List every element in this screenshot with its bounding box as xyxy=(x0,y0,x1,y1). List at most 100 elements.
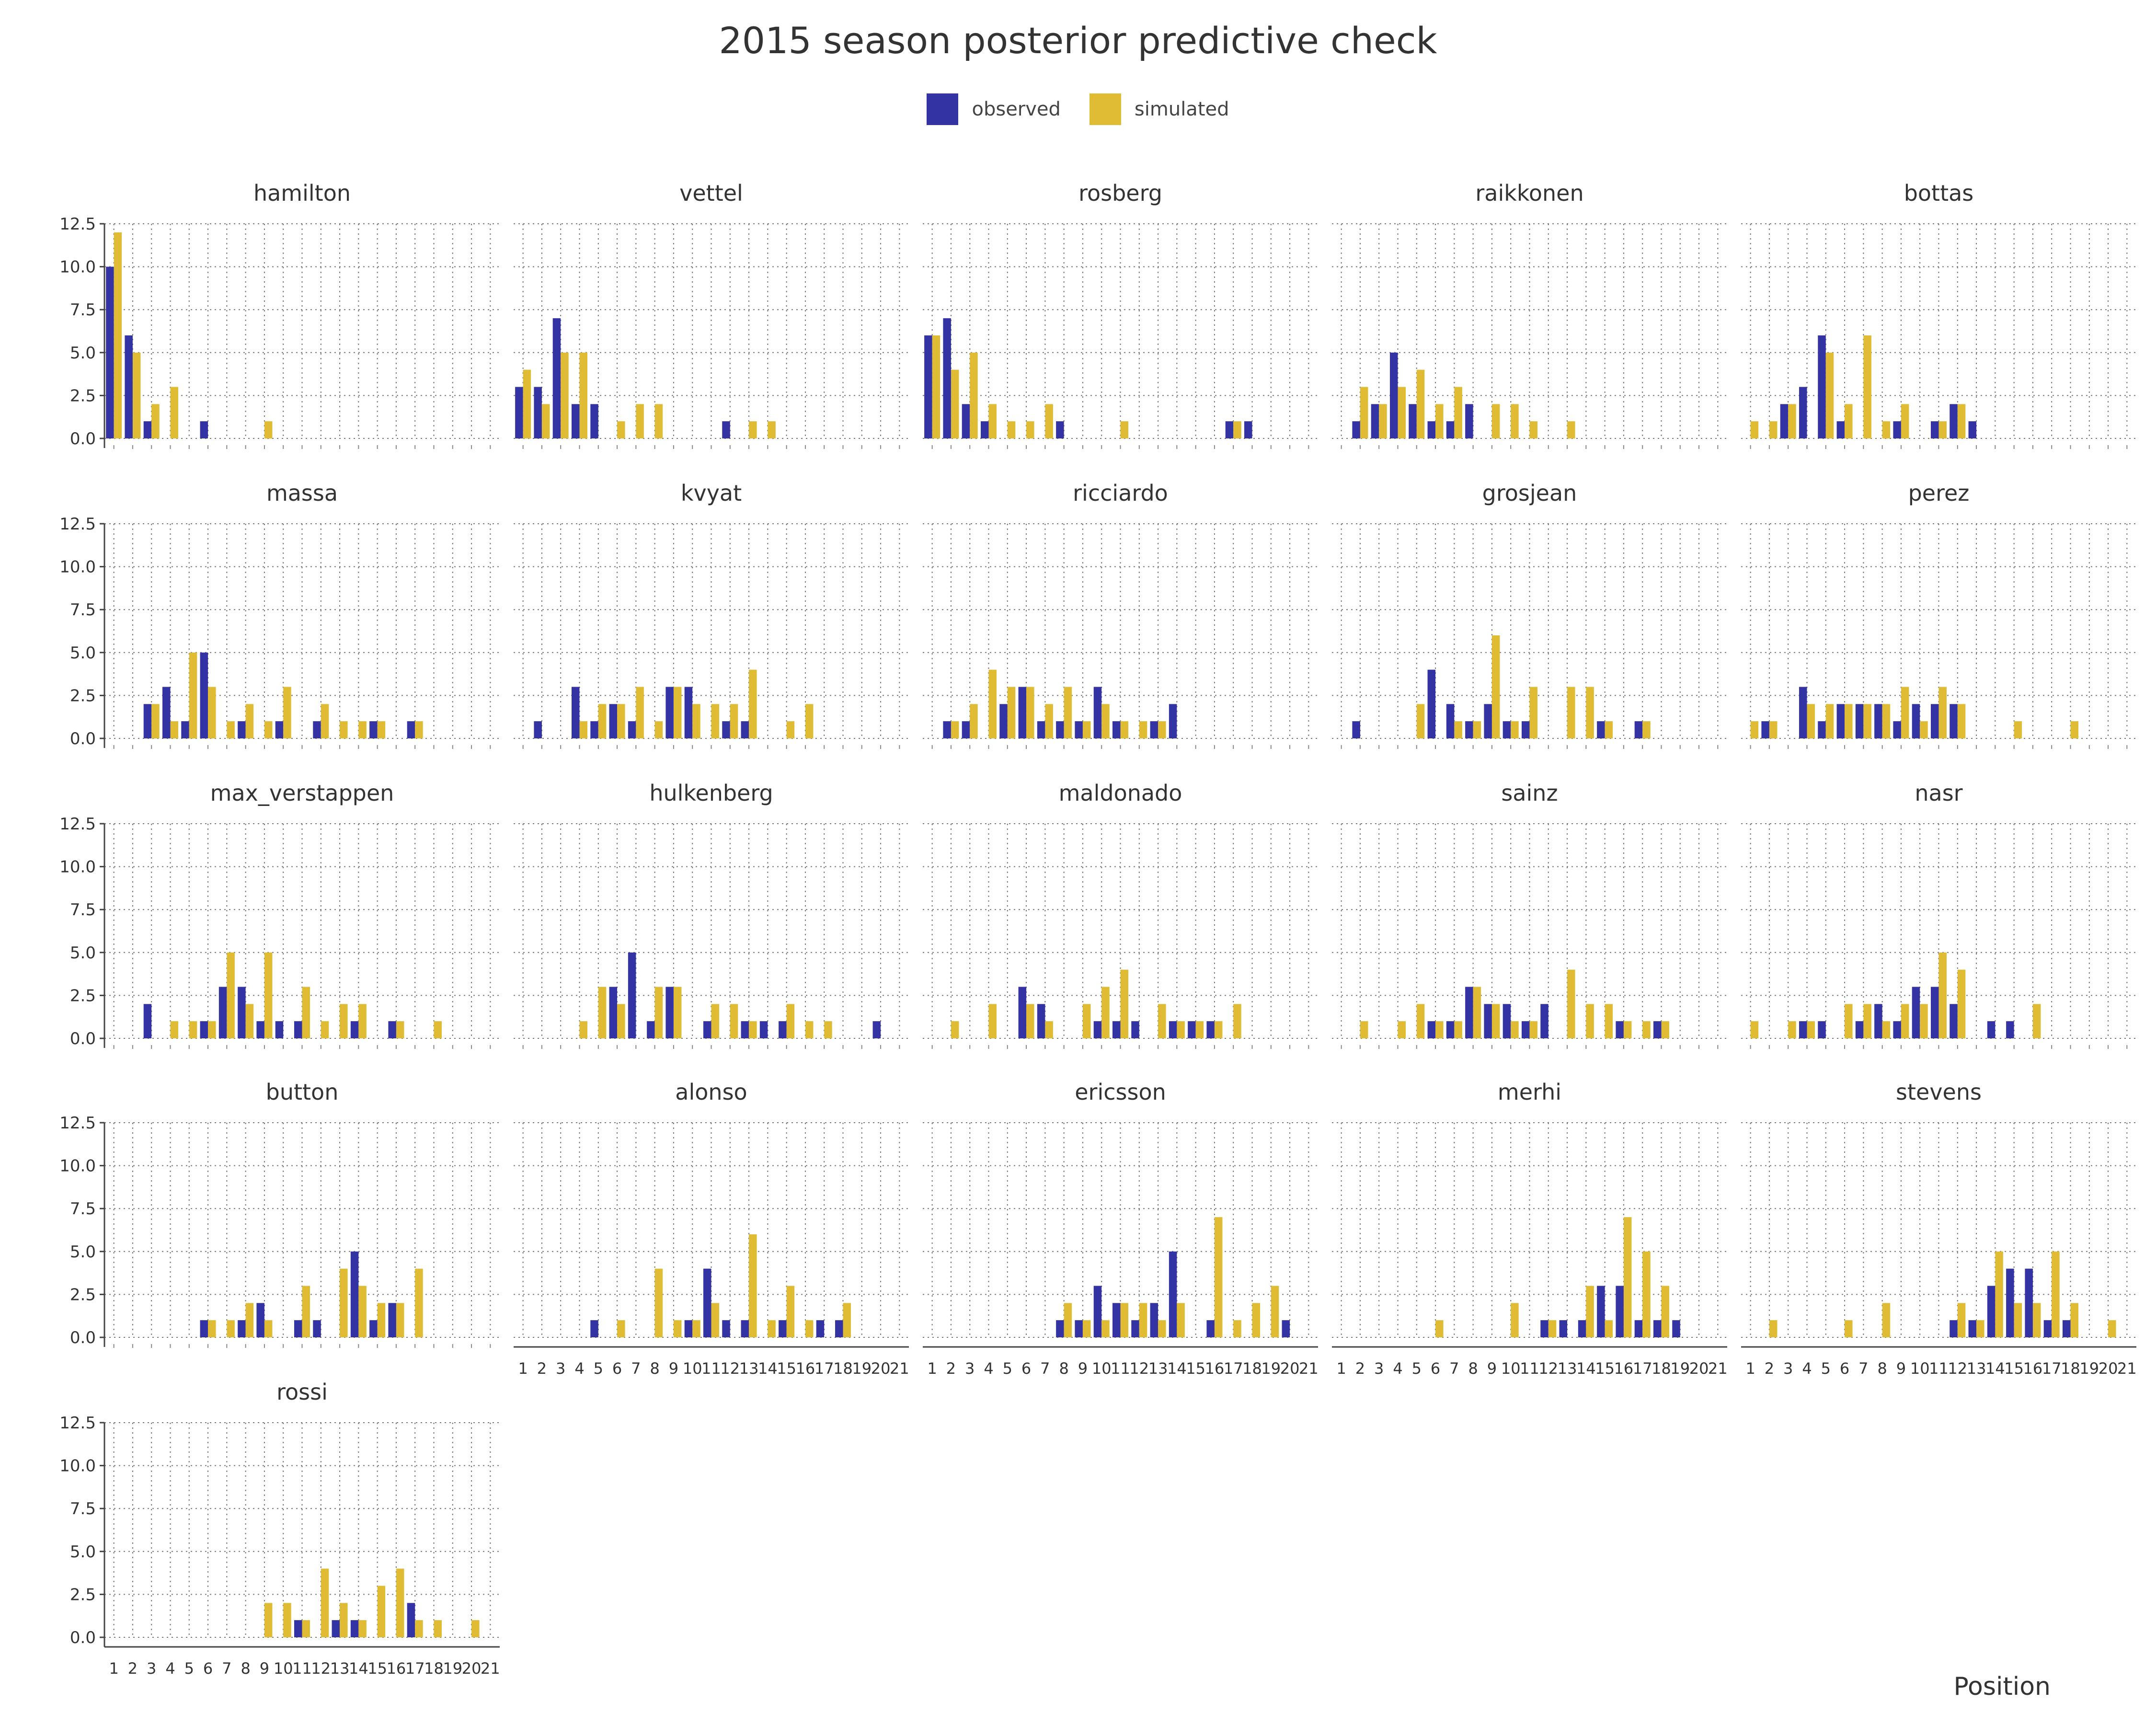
y-tick-label-hamilton: 10.0 xyxy=(59,258,96,277)
bar-simulated-ericsson xyxy=(1271,1286,1279,1337)
bar-simulated-grosjean xyxy=(1605,721,1613,738)
bar-observed-ericsson xyxy=(1075,1320,1083,1337)
bar-observed-hamilton xyxy=(106,266,114,438)
y-tick-label-rossi: 12.5 xyxy=(59,1414,96,1433)
x-tick-label-stevens: 1 xyxy=(1745,1359,1755,1378)
bar-observed-ricciardo xyxy=(999,704,1008,738)
bar-observed-ericsson xyxy=(1112,1303,1121,1337)
bar-observed-max_verstappen xyxy=(388,1021,396,1038)
bar-simulated-bottas xyxy=(1938,421,1947,438)
legend-item-simulated: simulated xyxy=(1089,93,1229,125)
y-tick-label-massa: 7.5 xyxy=(70,600,96,620)
panel-title-hulkenberg: hulkenberg xyxy=(649,780,773,806)
y-tick-label-button: 7.5 xyxy=(70,1199,96,1219)
x-tick-label-merhi: 8 xyxy=(1468,1359,1478,1378)
bar-simulated-ricciardo xyxy=(1026,687,1034,738)
bar-observed-raikkonen xyxy=(1390,352,1398,438)
bar-simulated-alonso xyxy=(711,1303,719,1337)
bar-simulated-massa xyxy=(227,721,235,738)
y-tick-label-massa: 5.0 xyxy=(70,644,96,663)
bar-simulated-rosberg xyxy=(1007,421,1016,438)
bar-simulated-sainz xyxy=(1511,1021,1519,1038)
x-tick-label-merhi: 13 xyxy=(1558,1359,1577,1378)
y-tick-label-hamilton: 12.5 xyxy=(59,215,96,234)
bar-simulated-rossi xyxy=(283,1603,291,1637)
bar-observed-ricciardo xyxy=(1018,687,1027,738)
bar-observed-bottas xyxy=(1799,387,1807,438)
bar-simulated-massa xyxy=(208,687,216,738)
bar-simulated-massa xyxy=(358,721,367,738)
bar-simulated-maldonado xyxy=(1082,1004,1091,1038)
panel-title-merhi: merhi xyxy=(1498,1079,1561,1105)
bar-simulated-kvyat xyxy=(692,704,700,738)
bar-simulated-raikkonen xyxy=(1360,387,1368,438)
chart-title: 2015 season posterior predictive check xyxy=(719,19,1437,62)
bar-simulated-vettel xyxy=(541,404,550,438)
bar-observed-ericsson xyxy=(1056,1320,1064,1337)
bar-simulated-massa xyxy=(264,721,273,738)
bar-simulated-raikkonen xyxy=(1491,404,1500,438)
x-tick-label-alonso: 19 xyxy=(852,1359,872,1378)
x-tick-label-ericsson: 4 xyxy=(984,1359,993,1378)
bar-simulated-max_verstappen xyxy=(170,1021,178,1038)
bar-observed-rosberg xyxy=(981,421,989,438)
x-tick-label-merhi: 3 xyxy=(1374,1359,1384,1378)
bar-observed-max_verstappen xyxy=(218,987,227,1038)
bar-simulated-hamilton xyxy=(132,352,141,438)
bar-simulated-button xyxy=(340,1268,348,1337)
bar-simulated-alonso xyxy=(654,1268,663,1337)
bar-observed-alonso xyxy=(779,1320,787,1337)
x-tick-label-alonso: 2 xyxy=(537,1359,547,1378)
bar-simulated-stevens xyxy=(2032,1303,2041,1337)
bar-simulated-sainz xyxy=(1661,1021,1669,1038)
bar-simulated-hulkenberg xyxy=(654,987,663,1038)
bar-observed-sainz xyxy=(1616,1021,1624,1038)
bar-observed-perez xyxy=(1799,687,1807,738)
x-tick-label-stevens: 10 xyxy=(1910,1359,1930,1378)
bar-simulated-raikkonen xyxy=(1398,387,1406,438)
bar-simulated-perez xyxy=(1863,704,1871,738)
y-tick-label-massa: 10.0 xyxy=(59,558,96,577)
y-tick-label-hamilton: 0.0 xyxy=(70,429,96,448)
bar-observed-kvyat xyxy=(741,721,749,738)
bar-observed-max_verstappen xyxy=(256,1021,264,1038)
panel-title-kvyat: kvyat xyxy=(681,480,742,506)
x-tick-label-rossi: 18 xyxy=(424,1659,444,1678)
bar-simulated-sainz xyxy=(1360,1021,1368,1038)
x-tick-label-rossi: 4 xyxy=(165,1659,175,1678)
bar-observed-bottas xyxy=(1818,335,1826,438)
bar-observed-bottas xyxy=(1893,421,1901,438)
bar-observed-nasr xyxy=(1874,1004,1882,1038)
x-tick-label-stevens: 14 xyxy=(1985,1359,2005,1378)
y-tick-label-max_verstappen: 2.5 xyxy=(70,986,96,1005)
bar-simulated-button xyxy=(227,1320,235,1337)
bar-observed-merhi xyxy=(1578,1320,1586,1337)
bar-observed-kvyat xyxy=(665,687,674,738)
bar-observed-button xyxy=(388,1303,396,1337)
bar-observed-maldonado xyxy=(1112,1021,1121,1038)
y-tick-label-rossi: 5.0 xyxy=(70,1542,96,1562)
bar-simulated-massa xyxy=(415,721,423,738)
bar-simulated-sainz xyxy=(1623,1021,1632,1038)
bar-observed-nasr xyxy=(1912,987,1920,1038)
bar-simulated-bottas xyxy=(1788,404,1796,438)
bar-simulated-merhi xyxy=(1586,1286,1594,1337)
bar-simulated-grosjean xyxy=(1567,687,1575,738)
bar-simulated-sainz xyxy=(1454,1021,1462,1038)
bar-observed-button xyxy=(350,1251,359,1337)
bar-simulated-stevens xyxy=(1882,1303,1891,1337)
bar-observed-maldonado xyxy=(1018,987,1027,1038)
bar-simulated-sainz xyxy=(1491,1004,1500,1038)
legend-swatch-simulated xyxy=(1089,93,1121,125)
bar-observed-kvyat xyxy=(609,704,618,738)
bar-simulated-raikkonen xyxy=(1435,404,1444,438)
panel-title-alonso: alonso xyxy=(675,1079,747,1105)
bar-simulated-ericsson xyxy=(1252,1303,1260,1337)
bar-observed-hulkenberg xyxy=(665,987,674,1038)
panel-title-stevens: stevens xyxy=(1896,1079,1982,1105)
bar-observed-perez xyxy=(1931,704,1939,738)
x-tick-label-stevens: 4 xyxy=(1802,1359,1812,1378)
bar-observed-maldonado xyxy=(1206,1021,1215,1038)
bar-simulated-nasr xyxy=(1938,952,1947,1038)
